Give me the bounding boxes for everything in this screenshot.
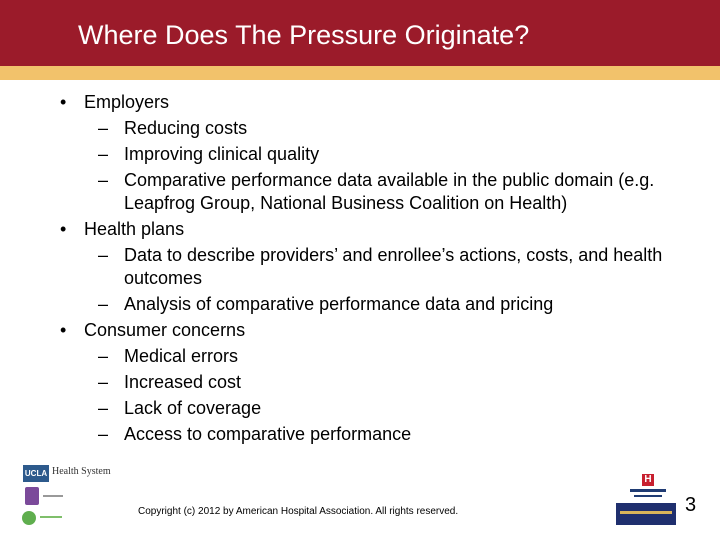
american-hospital-association-logo: H — [628, 474, 668, 500]
subitem: – Medical errors — [60, 345, 680, 368]
subitem-text: Access to comparative performance — [124, 424, 412, 444]
subitem: – Analysis of comparative performance da… — [60, 293, 680, 316]
subitem-text: Increased cost — [124, 372, 242, 392]
subitem: – Lack of coverage — [60, 397, 680, 420]
subitem: – Access to comparative performance — [60, 423, 680, 446]
dash-marker: – — [98, 294, 109, 314]
partner-logo-line — [43, 495, 63, 497]
subitem-text: Lack of coverage — [124, 398, 262, 418]
subitem: – Reducing costs — [60, 117, 680, 140]
partner-logo — [23, 487, 67, 505]
dash-marker: – — [98, 346, 109, 366]
subitem: – Improving clinical quality — [60, 143, 680, 166]
subitem-text: Analysis of comparative performance data… — [124, 294, 554, 314]
dash-marker: – — [98, 118, 109, 138]
bullet-list: • Employers – Reducing costs – Improving… — [60, 88, 680, 446]
subitem: – Comparative performance data available… — [60, 169, 680, 215]
dash-marker: – — [98, 424, 109, 444]
dash-marker: – — [98, 144, 109, 164]
accent-band — [0, 66, 720, 80]
aha-logo-bar — [630, 489, 666, 492]
aha-logo-bar — [634, 495, 662, 497]
bullet-health-plans: • Health plans — [60, 218, 680, 241]
quality-center-logo-stripe — [620, 511, 672, 514]
bullet-employers: • Employers — [60, 91, 680, 114]
bullet-marker: • — [60, 92, 67, 112]
page-number: 3 — [685, 494, 697, 516]
quest-logo-circle — [22, 511, 36, 525]
aha-quality-center-logo — [616, 503, 676, 525]
dash-marker: – — [98, 398, 109, 418]
subitem-text: Improving clinical quality — [124, 144, 320, 164]
subitem: – Increased cost — [60, 371, 680, 394]
dash-marker: – — [98, 170, 109, 190]
partner-logo-mark — [25, 487, 39, 505]
slide-title: Where Does The Pressure Originate? — [78, 20, 530, 50]
ucla-logo-text: Health System — [52, 466, 111, 477]
subitem: – Data to describe providers’ and enroll… — [60, 244, 680, 290]
quest-logo-line — [40, 516, 62, 518]
dash-marker: – — [98, 245, 109, 265]
bullet-consumer-concerns: • Consumer concerns — [60, 319, 680, 342]
bullet-label: Health plans — [84, 219, 185, 239]
subitem-text: Reducing costs — [124, 118, 248, 138]
bullet-marker: • — [60, 320, 67, 340]
bullet-label: Consumer concerns — [84, 320, 246, 340]
title-bar: Where Does The Pressure Originate? — [0, 0, 720, 66]
subitem-text: Comparative performance data available i… — [124, 170, 655, 213]
dash-marker: – — [98, 372, 109, 392]
copyright-footer: Copyright (c) 2012 by American Hospital … — [138, 506, 459, 517]
bullet-marker: • — [60, 219, 67, 239]
subitem-text: Data to describe providers’ and enrollee… — [124, 245, 663, 288]
bullet-label: Employers — [84, 92, 170, 112]
quest-diagnostics-logo — [22, 510, 68, 528]
subitem-text: Medical errors — [124, 346, 239, 366]
aha-h-mark: H — [642, 474, 654, 486]
ucla-badge: UCLA — [23, 465, 49, 482]
ucla-health-logo: UCLA Health System — [23, 465, 111, 482]
